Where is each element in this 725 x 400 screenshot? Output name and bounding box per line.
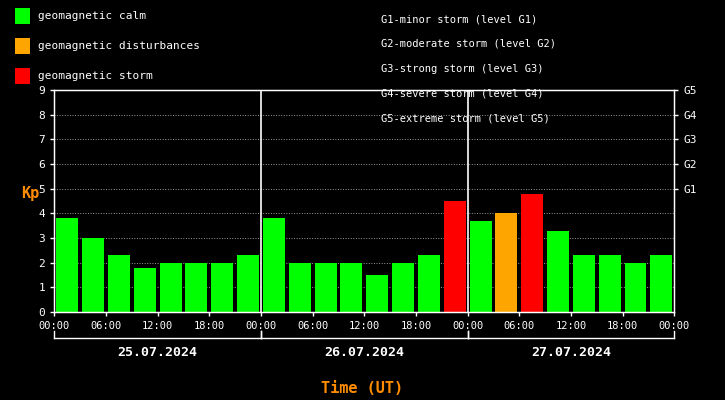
Text: G2-moderate storm (level G2): G2-moderate storm (level G2)	[381, 39, 555, 49]
Bar	[341, 263, 362, 312]
Bar	[650, 255, 672, 312]
Bar	[392, 263, 414, 312]
Bar	[315, 263, 336, 312]
Bar	[211, 263, 233, 312]
Text: geomagnetic storm: geomagnetic storm	[38, 71, 152, 81]
Text: G4-severe storm (level G4): G4-severe storm (level G4)	[381, 88, 543, 98]
Text: 26.07.2024: 26.07.2024	[324, 346, 405, 359]
Bar	[263, 218, 285, 312]
Text: geomagnetic disturbances: geomagnetic disturbances	[38, 41, 199, 51]
Bar	[495, 213, 518, 312]
Bar	[470, 221, 492, 312]
Text: G5-extreme storm (level G5): G5-extreme storm (level G5)	[381, 113, 550, 123]
Bar	[521, 194, 543, 312]
Y-axis label: Kp: Kp	[21, 186, 39, 201]
Text: Time (UT): Time (UT)	[321, 381, 404, 396]
Bar	[366, 275, 388, 312]
Bar	[599, 255, 621, 312]
Bar	[289, 263, 311, 312]
Bar	[108, 255, 130, 312]
Bar	[573, 255, 594, 312]
Bar	[547, 230, 569, 312]
Bar	[237, 255, 259, 312]
Text: G1-minor storm (level G1): G1-minor storm (level G1)	[381, 14, 537, 24]
Text: 27.07.2024: 27.07.2024	[531, 346, 611, 359]
Bar	[82, 238, 104, 312]
Bar	[444, 201, 465, 312]
Text: G3-strong storm (level G3): G3-strong storm (level G3)	[381, 64, 543, 74]
Bar	[134, 268, 156, 312]
Bar	[624, 263, 647, 312]
Text: 25.07.2024: 25.07.2024	[117, 346, 198, 359]
Text: geomagnetic calm: geomagnetic calm	[38, 11, 146, 21]
Bar	[160, 263, 181, 312]
Bar	[186, 263, 207, 312]
Bar	[57, 218, 78, 312]
Bar	[418, 255, 440, 312]
